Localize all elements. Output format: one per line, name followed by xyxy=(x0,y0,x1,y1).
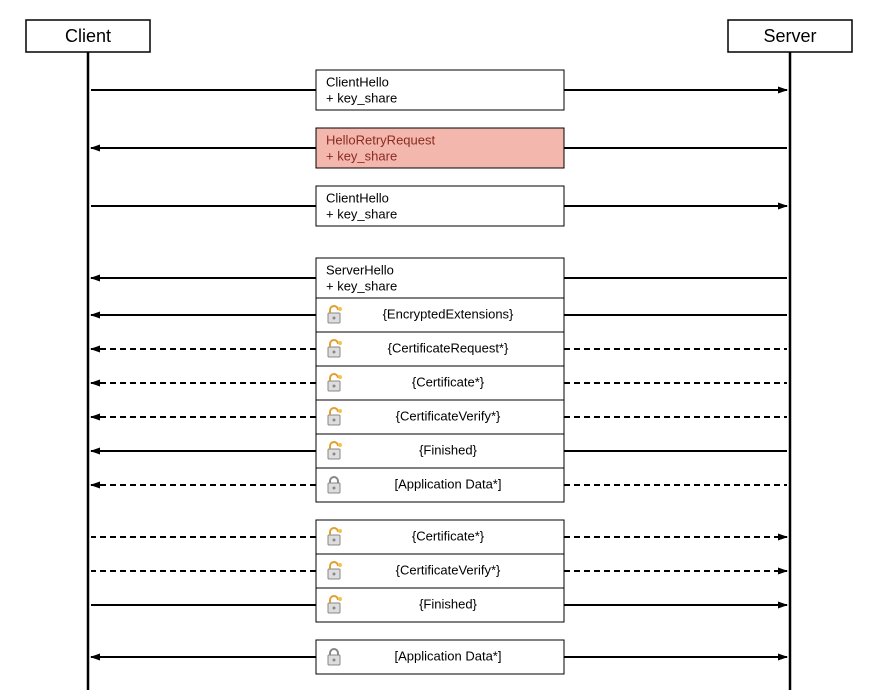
message-label: [Application Data*] xyxy=(395,476,502,491)
message-label: {Finished} xyxy=(419,442,477,457)
message-label: {CertificateVerify*} xyxy=(396,562,501,577)
message-label: {CertificateVerify*} xyxy=(396,408,501,423)
message-label: [Application Data*] xyxy=(395,648,502,663)
message-line: + key_share xyxy=(326,206,397,221)
message-label: {Finished} xyxy=(419,596,477,611)
message-line: + key_share xyxy=(326,90,397,105)
message-line: + key_share xyxy=(326,278,397,293)
message-label: {Certificate*} xyxy=(412,528,485,543)
message-line: ClientHello xyxy=(326,190,389,205)
message-line: + key_share xyxy=(326,148,397,163)
server-label: Server xyxy=(763,26,816,46)
message-label: {Certificate*} xyxy=(412,374,485,389)
message-label: {CertificateRequest*} xyxy=(388,340,509,355)
message-label: {EncryptedExtensions} xyxy=(383,306,514,321)
message-line: ClientHello xyxy=(326,74,389,89)
message-line: ServerHello xyxy=(326,262,394,277)
sequence-diagram: ClientServerClientHello+ key_shareHelloR… xyxy=(0,0,884,696)
client-label: Client xyxy=(65,26,111,46)
message-line: HelloRetryRequest xyxy=(326,132,435,147)
